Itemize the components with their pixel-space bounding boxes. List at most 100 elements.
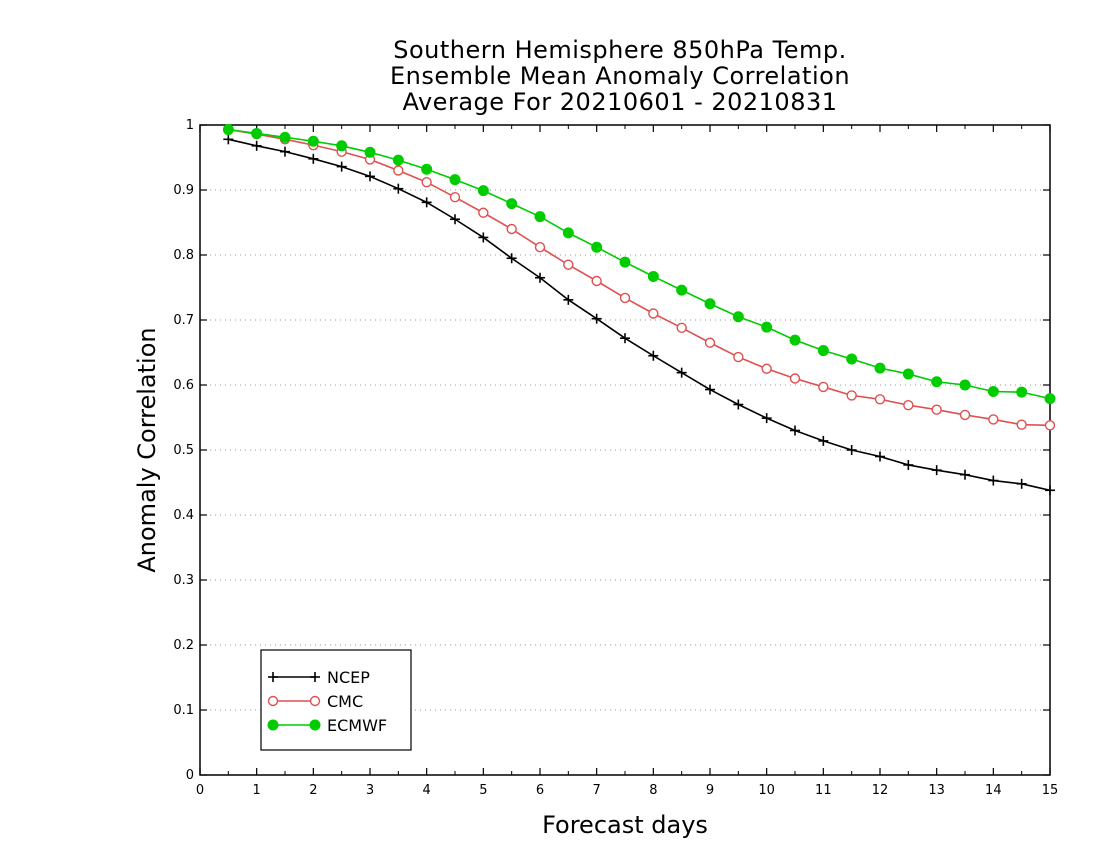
x-tick-label-15: 15 xyxy=(1042,783,1059,798)
chart-title-line-1: Southern Hemisphere 850hPa Temp. xyxy=(393,36,847,64)
point-ecmwf-4 xyxy=(336,140,348,152)
point-cmc-16 xyxy=(676,322,687,333)
point-ncep-21 xyxy=(818,435,829,446)
point-ecmwf-5 xyxy=(364,146,376,158)
point-ncep-25 xyxy=(931,465,942,476)
legend-item-cmc: CMC xyxy=(267,692,363,711)
y-tick-label-2: 0.2 xyxy=(173,638,194,653)
point-cmc-9 xyxy=(478,207,489,218)
legend-item-ncep: NCEP xyxy=(268,668,370,687)
point-ecmwf-7 xyxy=(421,163,433,175)
point-cmc-24 xyxy=(903,399,914,411)
point-ncep-27 xyxy=(988,475,999,486)
point-ncep-20 xyxy=(790,425,800,436)
x-axis-label: Forecast days xyxy=(542,811,708,839)
chart-title-line-3: Average For 20210601 - 20210831 xyxy=(402,88,838,116)
point-ecmwf-11 xyxy=(534,211,546,223)
legend-marker-left-ecmwf xyxy=(267,719,279,731)
chart-title-line-2: Ensemble Mean Anomaly Correlation xyxy=(389,62,851,90)
point-ecmwf-29 xyxy=(1044,393,1056,405)
legend-item-ecmwf: ECMWF xyxy=(267,716,387,735)
point-ncep-26 xyxy=(960,469,970,480)
x-tick-label-1: 1 xyxy=(253,783,261,798)
point-cmc-29 xyxy=(1044,420,1056,431)
point-ecmwf-26 xyxy=(959,379,971,391)
point-ecmwf-14 xyxy=(619,256,631,268)
point-ncep-3 xyxy=(308,153,319,164)
point-cmc-8 xyxy=(449,191,461,203)
series-line-ncep xyxy=(228,138,1051,492)
point-cmc-26 xyxy=(959,409,971,421)
legend-label-cmc: CMC xyxy=(327,692,363,711)
point-ecmwf-12 xyxy=(562,227,574,239)
y-tick-label-9: 0.9 xyxy=(173,183,194,198)
point-ncep-15 xyxy=(648,350,659,361)
y-tick-label-4: 0.4 xyxy=(173,508,194,523)
legend-marker-right-cmc xyxy=(309,695,321,707)
legend-marker-left-cmc xyxy=(267,695,279,707)
legend-box xyxy=(260,649,412,751)
legend: NCEP CMC ECMWF xyxy=(260,649,412,751)
point-ecmwf-19 xyxy=(761,321,773,333)
point-ecmwf-28 xyxy=(1016,386,1028,398)
point-ncep-8 xyxy=(450,214,460,225)
point-ecmwf-9 xyxy=(477,185,489,197)
x-tick-label-0: 0 xyxy=(196,783,204,798)
series-ecmwf xyxy=(222,124,1056,405)
y-tick-label-1: 0.1 xyxy=(173,703,194,718)
x-tick-label-12: 12 xyxy=(872,783,889,798)
point-cmc-6 xyxy=(393,165,404,176)
point-cmc-14 xyxy=(619,292,631,304)
point-ecmwf-25 xyxy=(931,376,943,388)
point-ncep-1 xyxy=(251,140,262,151)
point-ncep-24 xyxy=(903,459,914,470)
point-cmc-23 xyxy=(874,394,886,405)
x-tick-label-11: 11 xyxy=(815,783,832,798)
point-cmc-12 xyxy=(563,259,574,270)
point-ncep-6 xyxy=(393,183,404,194)
x-tick-label-10: 10 xyxy=(758,783,775,798)
x-tick-label-13: 13 xyxy=(928,783,945,798)
point-cmc-28 xyxy=(1016,419,1027,430)
point-ncep-7 xyxy=(421,197,432,208)
point-ecmwf-0 xyxy=(222,124,234,136)
point-cmc-21 xyxy=(818,381,829,393)
point-ecmwf-15 xyxy=(647,270,659,282)
x-tick-label-2: 2 xyxy=(309,783,317,798)
x-tick-label-4: 4 xyxy=(423,783,431,798)
x-tick-label-9: 9 xyxy=(706,783,714,798)
series-line-cmc xyxy=(228,128,1051,427)
point-ecmwf-17 xyxy=(704,298,716,310)
point-ncep-13 xyxy=(591,313,602,324)
legend-label-ecmwf: ECMWF xyxy=(327,716,387,735)
point-cmc-17 xyxy=(704,337,716,348)
y-tick-label-7: 0.7 xyxy=(173,313,194,328)
point-cmc-11 xyxy=(534,241,546,253)
point-ecmwf-27 xyxy=(987,386,999,397)
point-cmc-7 xyxy=(421,176,432,188)
point-ecmwf-24 xyxy=(902,368,914,380)
axis-ticks: 00.10.20.30.40.50.60.70.80.910 1 2 3 4 5 6 7 8 9 1… xyxy=(173,118,1058,798)
x-tick-label-8: 8 xyxy=(649,783,657,798)
series-group xyxy=(222,124,1056,496)
point-ecmwf-20 xyxy=(789,334,801,346)
y-tick-label-0: 0 xyxy=(186,768,194,783)
point-ncep-10 xyxy=(506,253,517,264)
point-cmc-18 xyxy=(733,351,744,363)
legend-marker-right-ncep xyxy=(310,672,320,682)
point-ecmwf-13 xyxy=(591,241,603,253)
point-ecmwf-6 xyxy=(392,154,404,166)
y-tick-label-8: 0.8 xyxy=(173,248,194,263)
point-ncep-23 xyxy=(875,451,885,462)
x-tick-label-5: 5 xyxy=(479,783,487,798)
legend-label-ncep: NCEP xyxy=(327,668,370,687)
point-ncep-2 xyxy=(280,146,290,157)
y-axis-label: Anomaly Correlation xyxy=(133,327,161,572)
point-ncep-22 xyxy=(846,445,857,455)
y-tick-label-5: 0.5 xyxy=(173,443,194,458)
point-ecmwf-8 xyxy=(449,174,461,186)
point-ncep-12 xyxy=(563,294,574,305)
y-tick-label-3: 0.3 xyxy=(173,573,194,588)
x-tick-label-6: 6 xyxy=(536,783,544,798)
